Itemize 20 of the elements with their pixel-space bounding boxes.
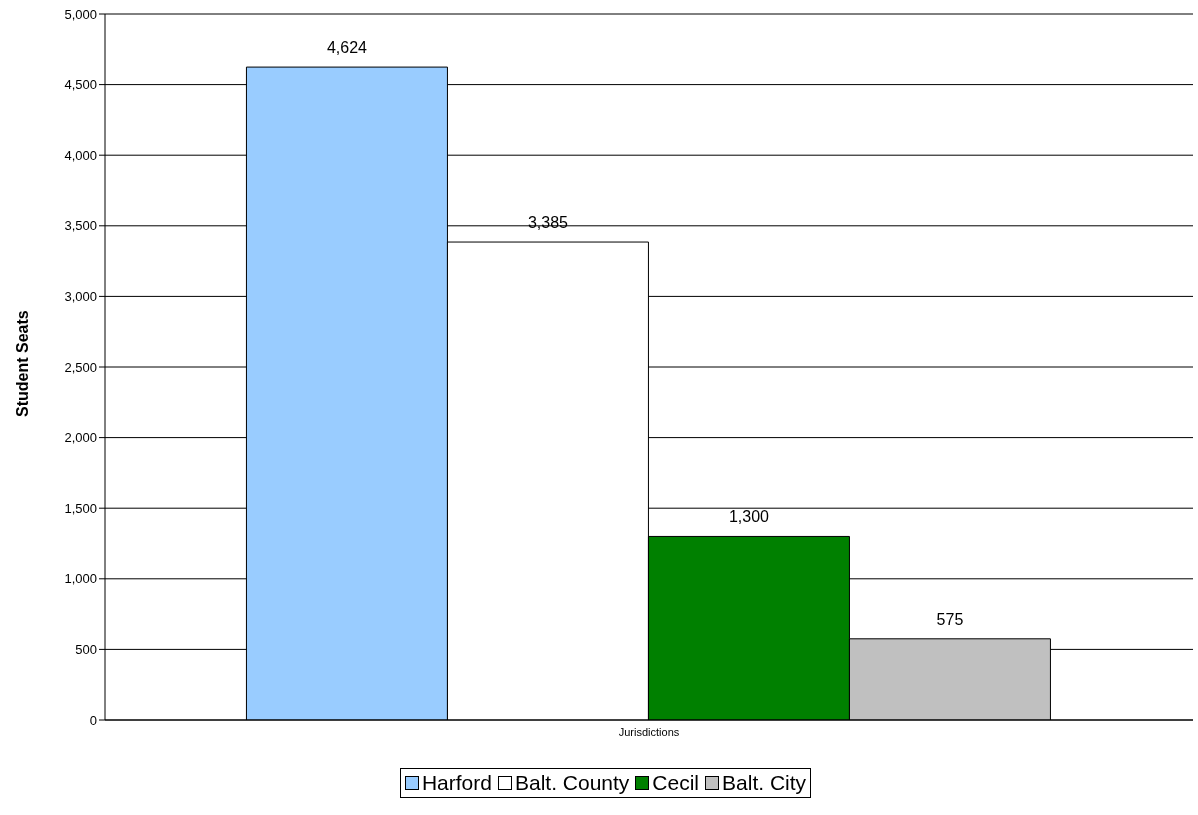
y-tick-label: 2,000 [64,430,97,446]
y-tick-label: 3,500 [64,218,97,234]
y-tick-label: 2,500 [64,359,97,375]
legend-label: Harford [420,771,492,795]
y-tick-label: 1,500 [64,500,97,516]
y-tick-label: 1,000 [64,571,97,587]
y-tick-label: 500 [75,642,97,658]
y-tick-label: 4,000 [64,147,97,163]
y-tick-label: 0 [89,712,97,728]
legend-label: Balt. County [513,771,630,795]
y-tick-label: 4,500 [64,77,97,93]
data-label: 1,300 [728,508,770,526]
data-label: 575 [936,610,964,628]
y-tick-label: 3,000 [64,289,97,305]
legend-label: Balt. City [721,771,807,795]
y-tick-label: 5,000 [64,6,97,22]
x-tick-label: Jurisdictions [618,725,680,738]
y-axis-title: Student Seats [13,310,31,417]
data-label: 4,624 [326,39,368,57]
legend-label: Cecil [651,771,700,795]
